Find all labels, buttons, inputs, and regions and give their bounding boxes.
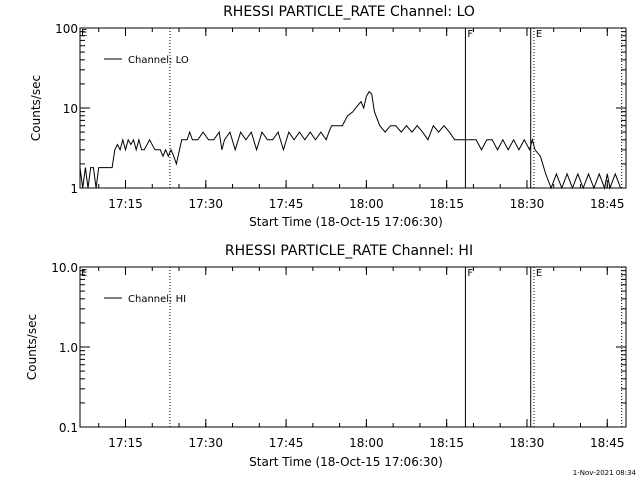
x-tick-label: 18:15 (429, 436, 464, 450)
x-tick-label: 17:45 (269, 436, 304, 450)
x-axis-label: Start Time (18-Oct-15 17:06:30) (249, 215, 443, 229)
legend-label: Channel: HI (128, 294, 186, 305)
event-line-label: F (467, 29, 473, 40)
series-line (79, 90, 622, 190)
footer-date: 1-Nov-2021 08:34 (573, 469, 637, 477)
corner-marker-label: E (81, 28, 87, 39)
x-axis-label: Start Time (18-Oct-15 17:06:30) (249, 455, 443, 469)
x-tick-label: 17:15 (108, 197, 143, 211)
x-tick-label: 17:30 (188, 436, 223, 450)
chart-title: RHESSI PARTICLE_RATE Channel: HI (225, 243, 473, 259)
plot-frame (79, 27, 627, 189)
y-tick-label: 100 (55, 22, 78, 36)
x-tick-label: 18:00 (349, 197, 384, 211)
chart-panel-lo: RHESSI PARTICLE_RATE Channel: LO Counts/… (29, 4, 627, 229)
x-tick-label: 17:45 (269, 197, 304, 211)
x-tick-label: 18:30 (510, 197, 545, 211)
y-axis-label: Counts/sec (29, 75, 43, 141)
x-tick-label: 18:00 (349, 436, 384, 450)
event-line-label: E (536, 29, 542, 40)
y-tick-label: 1.0 (59, 341, 78, 355)
x-tick-label: 17:30 (188, 197, 223, 211)
x-tick-label: 18:45 (590, 436, 625, 450)
y-axis-label: Counts/sec (25, 314, 39, 380)
legend-label: Channel: LO (128, 55, 189, 66)
x-tick-label: 17:15 (108, 436, 143, 450)
x-tick-label: 18:15 (429, 197, 464, 211)
plot-frame (79, 266, 627, 428)
y-tick-label: 10.0 (51, 261, 78, 275)
y-tick-label: 0.1 (59, 421, 78, 435)
y-tick-label: 10 (63, 102, 78, 116)
event-line-label: F (467, 268, 473, 279)
event-line-label: E (536, 268, 542, 279)
x-tick-label: 18:30 (510, 436, 545, 450)
x-tick-label: 18:45 (590, 197, 625, 211)
corner-marker-label: E (81, 268, 87, 279)
y-tick-label: 1 (70, 182, 78, 196)
chart-title: RHESSI PARTICLE_RATE Channel: LO (223, 4, 475, 20)
chart-panel-hi: RHESSI PARTICLE_RATE Channel: HI Counts/… (25, 243, 627, 469)
